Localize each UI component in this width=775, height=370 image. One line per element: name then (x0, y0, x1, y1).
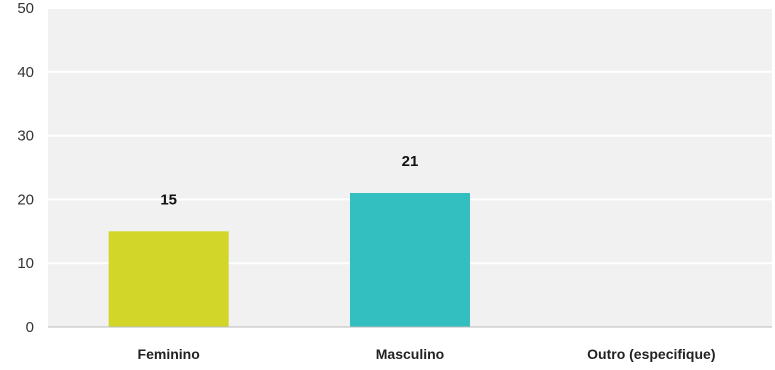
y-tick-label: 40 (17, 64, 34, 81)
x-tick-label: Outro (especifique) (587, 346, 715, 362)
y-tick-label: 0 (26, 319, 34, 336)
data-label: 15 (160, 191, 177, 208)
bar (108, 231, 229, 327)
x-tick-label: Masculino (376, 346, 444, 362)
data-label: 21 (402, 153, 419, 170)
x-tick-label: Feminino (138, 346, 200, 362)
y-tick-label: 20 (17, 191, 34, 208)
y-tick-label: 30 (17, 128, 34, 145)
bar (350, 193, 470, 327)
y-axis-ticks: 0 10 20 30 40 50 (17, 0, 34, 336)
bars (108, 193, 470, 327)
y-tick-label: 50 (17, 0, 34, 17)
y-tick-label: 10 (17, 255, 34, 272)
x-axis-labels: Feminino Masculino Outro (especifique) (138, 346, 716, 362)
